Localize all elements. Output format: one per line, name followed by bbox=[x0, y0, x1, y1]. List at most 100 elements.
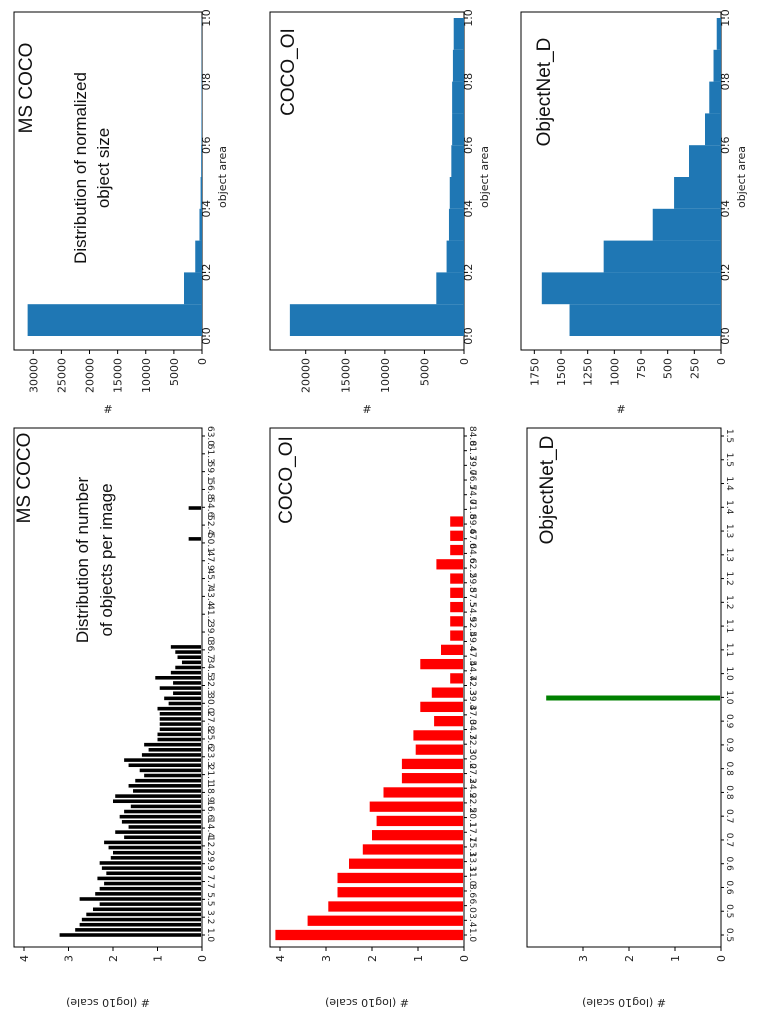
x-tick-label-1-1: 3.4 bbox=[467, 913, 477, 928]
x-tick-label-1-32: 79.0 bbox=[467, 455, 477, 475]
bar-0-23 bbox=[119, 814, 201, 819]
x-tick-label-1-33: 81.3 bbox=[467, 441, 477, 461]
y-axis-label-3: # bbox=[103, 402, 112, 415]
bar-0-0 bbox=[59, 933, 201, 937]
y-tick-label-2-2: 2 bbox=[623, 955, 636, 962]
x-tick-label-5-4: 0.8 bbox=[719, 73, 732, 91]
y-tick-label-3-0: 0 bbox=[196, 358, 209, 365]
x-tick-label-2-18: 1.4 bbox=[724, 500, 734, 515]
bar-1-8 bbox=[376, 815, 463, 827]
annotation-line-0-0: Distribution of number bbox=[73, 477, 92, 644]
x-tick-label-1-10: 24.9 bbox=[467, 778, 477, 798]
bar-0-30 bbox=[135, 778, 201, 783]
bar-0-50 bbox=[155, 676, 201, 680]
bar-0-54 bbox=[177, 655, 201, 659]
hist-bar-4-2 bbox=[446, 240, 464, 273]
bar-0-77 bbox=[188, 537, 201, 541]
bar-0-35 bbox=[141, 753, 201, 757]
y-tick-label-1-1: 1 bbox=[412, 955, 425, 962]
bar-2-0 bbox=[546, 695, 720, 701]
x-tick-label-3-4: 0.8 bbox=[200, 73, 213, 91]
y-tick-label-5-1: 250 bbox=[688, 358, 701, 379]
x-tick-label-1-23: 57.5 bbox=[467, 587, 477, 607]
x-tick-label-0-20: 45.7 bbox=[205, 569, 215, 589]
y-tick-label-5-2: 500 bbox=[662, 358, 675, 379]
x-tick-label-2-12: 1.1 bbox=[724, 643, 734, 657]
bar-0-49 bbox=[173, 681, 201, 685]
bar-0-11 bbox=[97, 876, 201, 881]
x-tick-label-1-20: 49.4 bbox=[467, 631, 477, 651]
x-tick-label-0-4: 9.9 bbox=[205, 857, 215, 872]
hist-bar-5-9 bbox=[716, 18, 721, 50]
x-tick-label-0-28: 63.0 bbox=[205, 426, 215, 446]
bar-0-26 bbox=[113, 799, 201, 804]
bar-0-36 bbox=[148, 748, 201, 752]
x-tick-label-2-2: 0.6 bbox=[724, 880, 734, 895]
bar-1-26 bbox=[436, 559, 463, 570]
x-tick-label-0-12: 27.8 bbox=[205, 711, 215, 731]
hist-bar-5-2 bbox=[603, 240, 721, 273]
bar-0-17 bbox=[108, 845, 201, 850]
bar-1-4 bbox=[337, 872, 463, 884]
hist-bar-5-3 bbox=[652, 208, 721, 241]
x-tick-label-0-9: 21.1 bbox=[205, 765, 215, 785]
x-tick-label-2-11: 1.0 bbox=[724, 666, 734, 681]
x-tick-label-0-25: 56.8 bbox=[205, 479, 215, 499]
bar-0-5 bbox=[92, 907, 201, 912]
hist-bar-5-7 bbox=[709, 81, 721, 114]
x-tick-label-0-13: 30.0 bbox=[205, 693, 215, 713]
bar-0-29 bbox=[128, 784, 201, 788]
chart-title-4: COCO_OI bbox=[278, 28, 299, 116]
hist-bar-4-8 bbox=[452, 49, 464, 82]
x-tick-label-4-1: 0.2 bbox=[462, 264, 475, 282]
x-tick-label-0-19: 43.4 bbox=[205, 586, 215, 606]
bar-1-0 bbox=[275, 929, 463, 941]
plot-frame-2 bbox=[526, 427, 722, 948]
x-tick-label-2-0: 0.5 bbox=[724, 928, 734, 942]
x-tick-label-1-24: 59.8 bbox=[467, 573, 477, 593]
bar-1-7 bbox=[372, 830, 463, 841]
bar-1-15 bbox=[434, 716, 463, 727]
x-tick-label-1-5: 13.3 bbox=[467, 852, 477, 872]
x-tick-label-2-6: 0.8 bbox=[724, 785, 734, 800]
x-tick-label-0-2: 5.5 bbox=[205, 892, 215, 906]
y-tick-label-4-4: 20000 bbox=[300, 358, 313, 393]
x-tick-label-3-2: 0.4 bbox=[200, 200, 213, 218]
y-tick-label-5-4: 1000 bbox=[608, 358, 621, 386]
x-tick-label-1-14: 34.7 bbox=[467, 720, 477, 740]
y-tick-label-2-3: 3 bbox=[577, 955, 590, 962]
x-tick-label-2-3: 0.6 bbox=[724, 857, 734, 872]
bar-0-28 bbox=[133, 789, 201, 793]
bar-0-22 bbox=[121, 820, 201, 824]
bar-0-53 bbox=[181, 660, 201, 665]
hist-bar-4-6 bbox=[452, 113, 464, 146]
hist-bar-3-2 bbox=[195, 240, 202, 273]
y-tick-label-4-2: 10000 bbox=[379, 358, 392, 393]
x-tick-label-3-0: 0.0 bbox=[200, 327, 213, 345]
hist-bar-3-3 bbox=[199, 208, 202, 241]
x-tick-label-0-6: 14.4 bbox=[205, 818, 215, 838]
annotation-line-3-0: Distribution of normalized bbox=[71, 72, 90, 264]
x-tick-label-0-22: 50.1 bbox=[205, 533, 215, 553]
x-tick-label-0-15: 34.5 bbox=[205, 658, 215, 678]
x-tick-label-0-14: 32.3 bbox=[205, 675, 215, 695]
bar-0-1 bbox=[75, 928, 201, 932]
bar-1-3 bbox=[337, 887, 463, 898]
x-tick-label-2-14: 1.2 bbox=[724, 595, 734, 609]
x-tick-label-1-17: 42.3 bbox=[467, 675, 477, 695]
bar-0-3 bbox=[81, 917, 201, 922]
y-tick-label-2-0: 0 bbox=[715, 955, 728, 962]
bar-0-41 bbox=[159, 722, 201, 726]
y-tick-label-1-4: 4 bbox=[274, 955, 287, 962]
bar-0-56 bbox=[170, 645, 201, 649]
x-tick-label-5-1: 0.2 bbox=[719, 264, 732, 282]
hist-bar-5-1 bbox=[541, 272, 721, 305]
bar-0-45 bbox=[168, 701, 201, 706]
y-tick-label-5-6: 1500 bbox=[555, 358, 568, 386]
annotation-line-0-1: of objects per image bbox=[97, 483, 116, 636]
bar-1-28 bbox=[450, 530, 463, 541]
bar-0-25 bbox=[130, 804, 201, 809]
y-axis-label-1: # (log10 scale) bbox=[325, 996, 409, 1009]
bar-1-18 bbox=[450, 673, 463, 684]
hist-bar-3-5 bbox=[201, 145, 202, 177]
